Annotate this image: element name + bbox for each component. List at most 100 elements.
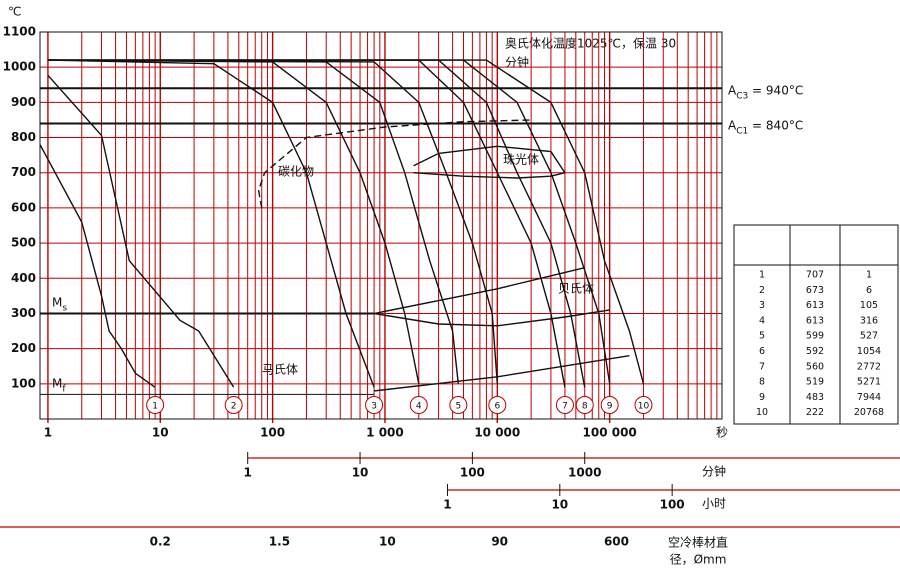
x-tick-label: 10 000 xyxy=(474,426,520,440)
label-rest: = 940°C xyxy=(748,83,803,97)
table-cell: 599 xyxy=(806,331,824,342)
table-cell: 560 xyxy=(806,361,824,372)
tick-label: 1000 xyxy=(568,466,601,480)
transformation-boundary xyxy=(413,145,566,174)
table-cell: 6 xyxy=(866,285,872,296)
tick-label: 90 xyxy=(491,535,508,549)
tick-label: 600 xyxy=(604,535,629,549)
curve-label: 10 xyxy=(638,402,650,412)
transformation-boundary xyxy=(373,309,610,327)
table-cell: 2772 xyxy=(857,361,881,372)
table-cell: 613 xyxy=(806,315,824,326)
curve-label: 9 xyxy=(607,402,613,412)
curve-label: 2 xyxy=(231,402,237,412)
curve-badge xyxy=(146,396,165,414)
axis-unit: 分钟 xyxy=(702,464,726,479)
table-cell: 20768 xyxy=(854,407,884,418)
y-tick-label: 800 xyxy=(11,130,36,144)
table-cell: 673 xyxy=(806,285,824,296)
table-cell: 316 xyxy=(860,315,878,326)
transformation-boundary xyxy=(373,267,585,315)
tick-label: 1 xyxy=(244,466,252,480)
line-label: AC3 = 940°C xyxy=(728,83,803,101)
curve-badge xyxy=(449,396,468,414)
table-cell: 5 xyxy=(759,331,765,342)
table-cell: 519 xyxy=(806,377,824,388)
label-sub: s xyxy=(62,303,67,313)
y-tick-label: 200 xyxy=(11,341,36,355)
y-tick-label: 500 xyxy=(11,236,36,250)
cooling-curve xyxy=(39,144,156,388)
cooling-curve xyxy=(47,59,459,384)
table-cell: 707 xyxy=(806,270,824,281)
y-tick-label: 1100 xyxy=(3,25,36,39)
table-cell: 8 xyxy=(759,377,765,388)
y-tick-label: 100 xyxy=(11,376,36,390)
curve-label: 1 xyxy=(152,402,158,412)
table-cell: 613 xyxy=(806,300,824,311)
x-tick-label: 1 000 xyxy=(366,426,404,440)
curve-badge xyxy=(224,396,243,414)
region-label: 珠光体 xyxy=(503,153,539,167)
label-main: A xyxy=(728,83,737,97)
label-main: M xyxy=(52,376,62,390)
transformation-boundary xyxy=(413,172,566,179)
transformation-boundary xyxy=(374,355,630,392)
cooling-curve xyxy=(47,74,235,388)
cooling-curve xyxy=(47,59,645,384)
axis-unit: 空冷棒材直 xyxy=(668,536,728,550)
label-main: A xyxy=(728,118,737,132)
x-unit: 秒 xyxy=(716,426,728,440)
table-cell: 483 xyxy=(806,392,824,403)
table-cell: 7 xyxy=(759,361,765,372)
curve-badge xyxy=(409,396,428,414)
table-cell: 6 xyxy=(759,346,765,357)
region-label: 贝氏体 xyxy=(558,282,594,296)
line-label: Ms xyxy=(52,295,67,313)
table-cell: 1 xyxy=(759,270,765,281)
line-label: Mf xyxy=(52,376,66,394)
x-tick-label: 100 xyxy=(260,426,285,440)
line-label: AC1 = 840°C xyxy=(728,118,803,136)
tick-label: 1 xyxy=(443,498,451,512)
curve-badge xyxy=(600,396,619,414)
cooling-curve xyxy=(47,59,586,388)
cooling-curve xyxy=(47,59,375,388)
curve-label: 3 xyxy=(371,402,377,412)
y-tick-label: 700 xyxy=(11,165,36,179)
table-cell: 4 xyxy=(759,315,765,326)
y-tick-label: 900 xyxy=(11,95,36,109)
label-sub: C3 xyxy=(736,91,748,101)
curve-label: 5 xyxy=(455,402,461,412)
annotation: 奥氏体化温度1025℃，保温 30 xyxy=(505,36,676,51)
region-label: 马氏体 xyxy=(262,363,298,377)
x-tick-label: 10 xyxy=(152,426,169,440)
table-cell: 105 xyxy=(860,300,878,311)
tick-label: 100 xyxy=(660,498,685,512)
table-cell: 1054 xyxy=(857,346,881,357)
table-cell: 3 xyxy=(759,300,765,311)
y-tick-label: 1000 xyxy=(3,60,36,74)
tick-label: 1.5 xyxy=(269,535,290,549)
region-label: 碳化物 xyxy=(278,165,314,179)
x-tick-label: 100 000 xyxy=(583,426,637,440)
y-tick-label: 300 xyxy=(11,306,36,320)
table-cell: 1 xyxy=(866,270,872,281)
curve-badge xyxy=(365,396,384,414)
table-cell: 9 xyxy=(759,392,765,403)
tick-label: 10 xyxy=(551,498,568,512)
label-sub: C1 xyxy=(736,126,748,136)
cooling-curve xyxy=(47,59,420,384)
curve-label: 8 xyxy=(582,402,588,412)
y-tick-label: 400 xyxy=(11,271,36,285)
tick-label: 100 xyxy=(460,466,485,480)
plot-frame xyxy=(39,31,723,420)
transformation-boundary xyxy=(257,119,532,209)
x-tick-label: 1 xyxy=(44,426,52,440)
table-cell: 10 xyxy=(756,407,768,418)
table-cell: 592 xyxy=(806,346,824,357)
cooling-curve xyxy=(47,59,498,384)
